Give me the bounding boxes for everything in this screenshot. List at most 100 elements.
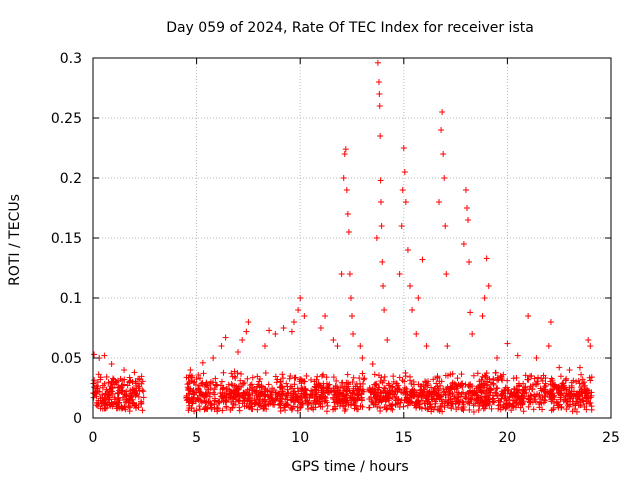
data-point <box>504 377 511 384</box>
data-point <box>490 380 497 387</box>
data-point <box>520 380 527 387</box>
data-point <box>390 373 397 380</box>
data-point <box>391 391 398 398</box>
data-point <box>220 369 227 376</box>
data-point <box>341 396 348 403</box>
data-point <box>191 408 198 415</box>
data-point <box>131 369 138 376</box>
data-point <box>354 391 361 398</box>
data-point <box>198 390 205 397</box>
data-point <box>216 399 223 406</box>
data-point <box>460 407 467 414</box>
data-point <box>265 381 272 388</box>
data-point <box>538 375 545 382</box>
data-point <box>236 407 243 414</box>
data-point <box>386 390 393 397</box>
data-point <box>99 391 106 398</box>
data-point <box>587 377 594 384</box>
data-point <box>459 398 466 405</box>
data-point <box>185 380 192 387</box>
data-point <box>428 394 435 401</box>
data-point <box>575 402 582 409</box>
data-point <box>193 389 200 396</box>
data-point <box>288 383 295 390</box>
data-point <box>490 395 497 402</box>
data-point <box>359 370 366 377</box>
data-point <box>515 394 522 401</box>
data-point <box>232 375 239 382</box>
data-point <box>480 405 487 412</box>
x-tick-label: 10 <box>291 430 309 446</box>
data-point <box>585 337 592 343</box>
y-tick-label: 0.1 <box>60 291 82 307</box>
data-point <box>260 405 267 412</box>
data-point <box>279 375 286 382</box>
data-point <box>478 388 485 395</box>
data-point <box>108 384 115 391</box>
data-point <box>424 382 431 389</box>
data-point <box>466 259 473 265</box>
data-point <box>279 371 286 378</box>
data-point <box>322 395 329 402</box>
data-point <box>341 385 348 392</box>
y-tick-label: 0.3 <box>60 51 82 67</box>
data-point <box>239 337 246 343</box>
data-point <box>247 397 254 404</box>
data-point <box>586 400 593 407</box>
data-point <box>91 377 98 384</box>
data-point <box>449 401 456 408</box>
data-point <box>305 405 312 412</box>
data-point <box>109 401 116 408</box>
data-point <box>353 396 360 403</box>
data-point <box>383 406 390 413</box>
data-point <box>262 369 269 376</box>
data-point <box>195 372 202 379</box>
data-point <box>387 387 394 394</box>
data-point <box>499 377 506 384</box>
data-point <box>197 397 204 404</box>
data-point <box>290 391 297 398</box>
data-point <box>261 343 268 349</box>
data-point <box>404 247 411 253</box>
data-point <box>313 391 320 398</box>
data-point <box>232 401 239 408</box>
data-point <box>261 388 268 395</box>
data-point <box>524 376 531 383</box>
data-point <box>554 384 561 391</box>
data-point <box>237 377 244 384</box>
data-point <box>209 379 216 386</box>
data-point <box>389 406 396 413</box>
data-point <box>455 404 462 411</box>
data-point <box>527 373 534 380</box>
data-point <box>513 389 520 396</box>
data-point <box>508 390 515 397</box>
data-point <box>244 392 251 399</box>
data-point <box>460 241 467 247</box>
data-point <box>277 408 284 415</box>
data-point <box>515 382 522 389</box>
data-point <box>573 378 580 385</box>
data-point <box>102 400 109 407</box>
data-point <box>479 313 486 319</box>
data-point <box>359 355 366 361</box>
data-point <box>116 387 123 394</box>
data-point <box>438 391 445 398</box>
data-point <box>407 373 414 380</box>
data-point <box>97 376 104 383</box>
data-point <box>319 373 326 380</box>
data-point <box>251 395 258 402</box>
data-point <box>218 378 225 385</box>
data-point <box>101 394 108 401</box>
data-point <box>430 376 437 383</box>
data-point <box>460 401 467 408</box>
data-point <box>214 382 221 389</box>
data-point <box>380 283 387 289</box>
data-point <box>258 390 265 397</box>
data-point <box>440 151 447 157</box>
data-point <box>323 374 330 381</box>
data-point <box>256 384 263 391</box>
data-point <box>500 371 507 378</box>
data-point <box>101 352 108 359</box>
data-point <box>385 382 392 389</box>
